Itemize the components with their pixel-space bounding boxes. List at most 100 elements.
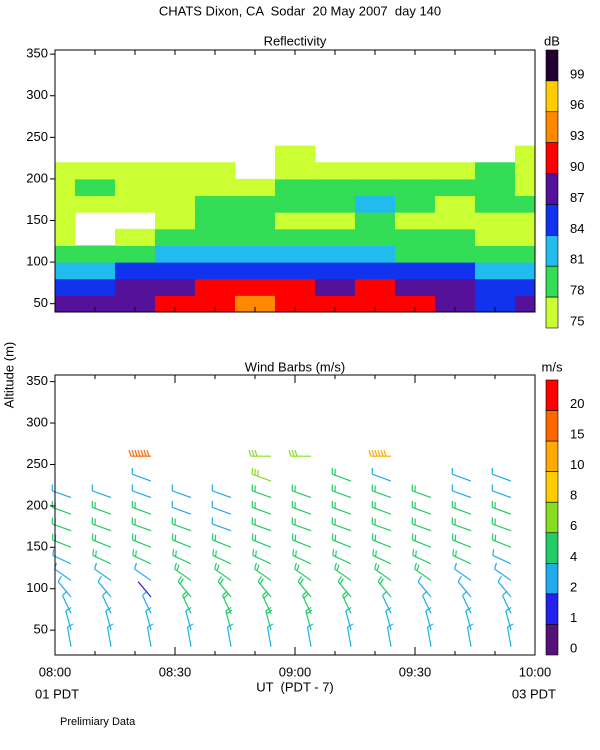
wind-barb [491,484,512,499]
colorbar-label: 4 [570,549,577,564]
wind-barb [52,549,72,565]
contour-cell [195,245,236,263]
wind-barb [451,517,472,532]
wind-barb [491,500,512,515]
contour-cell [115,228,156,246]
contour-cell [235,195,276,213]
contour-cell [275,162,316,180]
wind-barb [251,467,272,482]
y-tick-label: 100 [26,254,48,269]
contour-cell [515,228,536,246]
wind-barb [291,517,312,532]
wind-barb [128,449,151,457]
wind-barb [91,484,112,499]
contour-cell [395,278,436,296]
contour-cell [155,262,196,280]
wind-barb [452,549,472,565]
contour-cell [155,245,196,263]
wind-barb [91,500,112,515]
y-tick-label: 300 [26,87,48,102]
wind-barb [371,484,392,499]
wind-barb [451,533,472,548]
wind-barb [131,484,152,499]
wind-barb [174,562,192,581]
colorbar-box [545,624,559,656]
wind-barb [134,562,152,581]
contour-cell [475,245,516,263]
contour-cell [115,278,156,296]
colorbar-box [545,440,559,472]
contour-cell [475,278,516,296]
colorbar-label: 15 [570,427,584,442]
wind-barb [491,467,512,482]
colorbar-label: 10 [570,457,584,472]
panel-title: Wind Barbs (m/s) [245,359,345,374]
contour-cell [315,195,356,213]
y-tick-label: 50 [34,622,48,637]
contour-cell [235,178,276,197]
contour-cell [115,195,156,213]
contour-cell [395,228,436,246]
contour-cell [275,295,316,313]
wind-barb [288,449,311,457]
colorbar-label: 90 [570,159,584,174]
wind-barb [177,575,192,598]
contour-cell [435,162,476,180]
wind-barb [171,533,192,548]
contour-cell [155,195,196,213]
contour-cell [155,178,196,197]
colorbar-box [545,49,559,82]
contour-cell [515,212,536,230]
colorbar-label: 87 [570,190,584,205]
contour-cell [75,295,116,313]
wind-barb [91,533,112,548]
chart-title: CHATS Dixon, CA Sodar 20 May 2007 day 14… [159,3,441,18]
contour-cell [155,295,196,313]
wind-barb [334,562,352,581]
wind-barb [451,500,472,515]
contour-cell [515,195,536,213]
contour-cell [275,262,316,280]
contour-cell [315,228,356,246]
contour-cell [515,178,536,197]
colorbar-label: 84 [570,221,584,236]
contour-cell [435,262,476,280]
contour-cell [195,178,236,197]
contour-cell [55,245,76,263]
colorbar-box [545,471,559,503]
contour-cell [75,195,116,213]
contour-cell [115,295,156,313]
wind-barb [132,549,152,565]
wind-barb [492,549,512,565]
colorbar-label: 2 [570,579,577,594]
contour-cell [475,178,516,197]
contour-cell [115,245,156,263]
colorbar-label: 99 [570,66,584,81]
y-tick-label: 350 [26,46,48,61]
wind-barb [291,484,312,499]
contour-cell [435,295,476,313]
contour-cell [155,278,196,296]
wind-barb [172,549,192,565]
contour-cell [155,228,196,246]
wind-barb [57,575,72,598]
colorbar-unit: dB [544,33,560,48]
contour-cell [395,195,436,213]
colorbar-box [545,501,559,534]
contour-cell [435,195,476,213]
colorbar-box [545,593,559,625]
wind-barb [412,549,432,565]
wind-barb [411,533,432,548]
contour-cell [115,162,156,180]
colorbar-box [545,173,559,205]
colorbar-box [545,410,559,442]
contour-cell [395,178,436,197]
wind-barb [411,500,432,515]
contour-cell [55,278,76,296]
colorbar-label: 6 [570,518,577,533]
wind-barb [371,467,392,482]
contour-cell [355,178,396,197]
contour-cell [55,212,76,230]
colorbar-label: 96 [570,97,584,112]
